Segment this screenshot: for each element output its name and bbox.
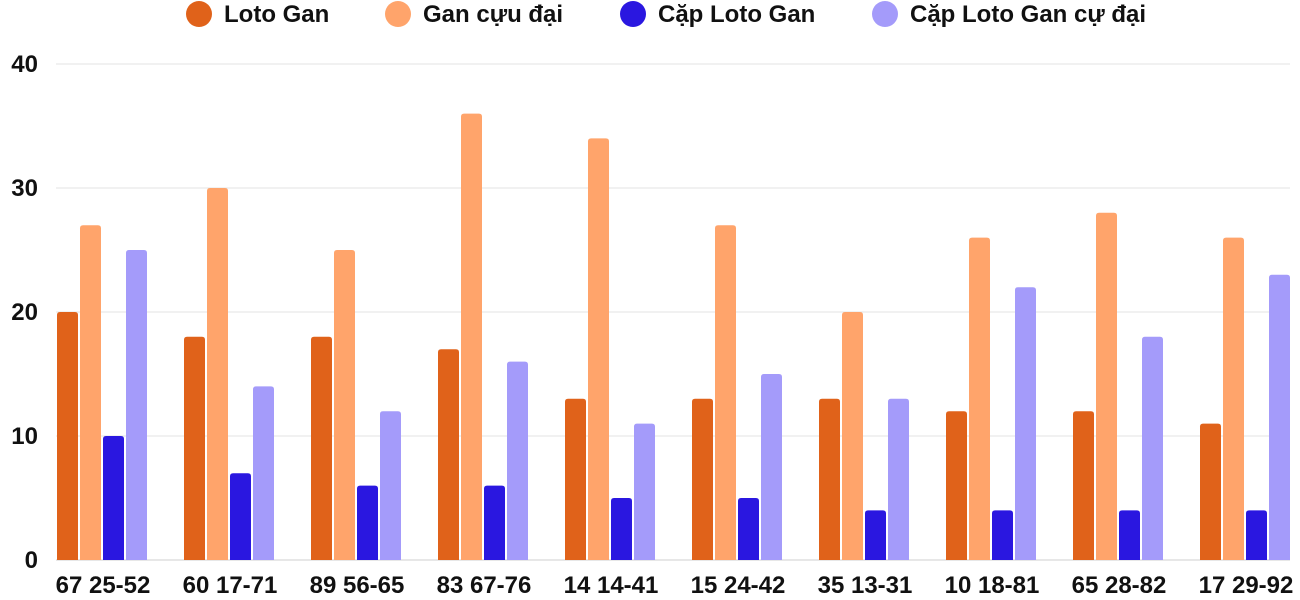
bar-group-7 [819, 312, 909, 560]
bar-3-1 [103, 436, 124, 560]
bar-group-1 [57, 225, 147, 560]
bar-1-2 [184, 336, 205, 560]
bar-2-4 [461, 113, 482, 560]
y-tick-label: 10 [11, 423, 38, 450]
bar-2-2 [207, 188, 228, 560]
x-category-label: 83 67-76 [437, 572, 532, 599]
x-axis: 67 25-52 60 17-71 89 56-65 83 67-76 14 14-41… [56, 572, 1294, 599]
bar-4-7 [888, 398, 909, 560]
x-category-label: 35 13-31 [818, 572, 913, 599]
y-axis: 0 10 20 30 40 [11, 51, 38, 574]
legend-item-4: Cặp Loto Gan cự đại [872, 1, 1146, 28]
bar-4-2 [253, 386, 274, 560]
bar-1-7 [819, 398, 840, 560]
bar-3-3 [357, 485, 378, 560]
legend-item-1: Loto Gan [186, 1, 329, 28]
legend-label: Gan cựu đại [423, 1, 563, 28]
legend-marker [872, 1, 898, 27]
bar-group-2 [184, 188, 274, 560]
bar-3-5 [611, 498, 632, 560]
bar-3-7 [865, 510, 886, 560]
x-category-label: 65 28-82 [1072, 572, 1167, 599]
bar-2-1 [80, 225, 101, 560]
x-category-label: 67 25-52 [56, 572, 151, 599]
legend-item-3: Cặp Loto Gan [620, 1, 815, 28]
bar-2-5 [588, 138, 609, 560]
legend-label: Cặp Loto Gan [658, 1, 815, 28]
bar-2-8 [969, 237, 990, 560]
legend-label: Loto Gan [224, 1, 329, 28]
bar-4-5 [634, 423, 655, 560]
bar-2-9 [1096, 212, 1117, 561]
bar-1-4 [438, 349, 459, 560]
bar-group-4 [438, 113, 528, 560]
legend-label: Cặp Loto Gan cự đại [910, 1, 1146, 28]
bar-1-8 [946, 411, 967, 560]
x-category-label: 15 24-42 [691, 572, 786, 599]
legend-marker [620, 1, 646, 27]
bars [57, 113, 1290, 561]
bar-4-8 [1015, 287, 1036, 560]
bar-3-6 [738, 498, 759, 560]
bar-3-4 [484, 485, 505, 560]
bar-1-3 [311, 336, 332, 560]
bar-2-6 [715, 225, 736, 560]
bar-1-5 [565, 398, 586, 560]
bar-1-9 [1073, 411, 1094, 560]
bar-group-10 [1200, 237, 1290, 560]
x-category-label: 89 56-65 [310, 572, 405, 599]
y-tick-label: 30 [11, 175, 38, 202]
bar-group-3 [311, 250, 401, 560]
bar-3-8 [992, 510, 1013, 560]
y-tick-label: 0 [25, 547, 38, 574]
bar-4-4 [507, 361, 528, 560]
legend-item-2: Gan cựu đại [385, 1, 563, 28]
bar-3-9 [1119, 510, 1140, 560]
bar-3-10 [1246, 510, 1267, 560]
bar-group-9 [1073, 212, 1163, 561]
bar-4-10 [1269, 274, 1290, 560]
bar-2-10 [1223, 237, 1244, 560]
bar-1-6 [692, 398, 713, 560]
x-category-label: 17 29-92 [1199, 572, 1294, 599]
bar-4-6 [761, 374, 782, 560]
legend: Loto Gan Gan cựu đại Cặp Loto Gan Cặp Loto … [186, 1, 1146, 28]
bar-4-9 [1142, 336, 1163, 560]
x-category-label: 60 17-71 [183, 572, 278, 599]
y-tick-label: 40 [11, 51, 38, 78]
bar-4-1 [126, 250, 147, 560]
bar-group-8 [946, 237, 1036, 560]
bar-1-10 [1200, 423, 1221, 560]
bar-4-3 [380, 411, 401, 560]
x-category-label: 14 14-41 [564, 572, 659, 599]
bar-group-6 [692, 225, 782, 560]
bar-1-1 [57, 312, 78, 560]
bar-2-7 [842, 312, 863, 560]
legend-marker [385, 1, 411, 27]
bar-group-5 [565, 138, 655, 560]
x-category-label: 10 18-81 [945, 572, 1040, 599]
bar-2-3 [334, 250, 355, 560]
bar-3-2 [230, 473, 251, 560]
legend-marker [186, 1, 212, 27]
y-tick-label: 20 [11, 299, 38, 326]
